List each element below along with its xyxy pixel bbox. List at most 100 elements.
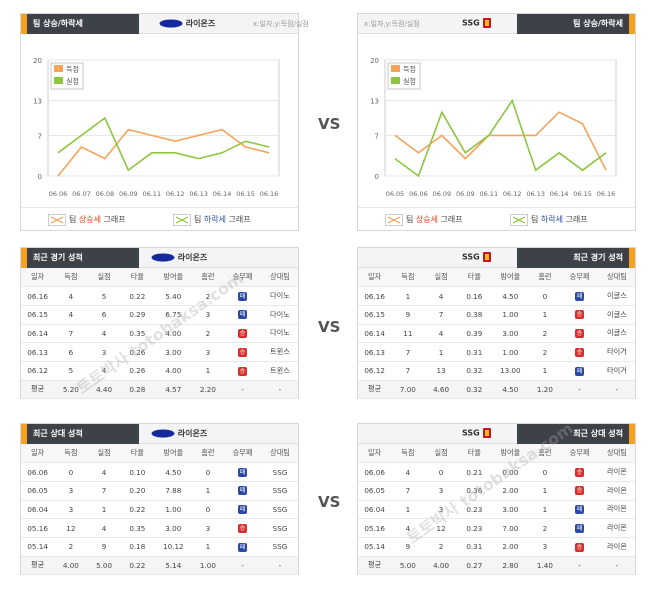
table-cell: 0 bbox=[192, 462, 224, 482]
series-line-allowed bbox=[394, 98, 607, 178]
series-line-allowed bbox=[57, 116, 270, 172]
table-cell: 13 bbox=[424, 361, 458, 381]
table-header-row: 일자 득점 실점 타율 방어율 홈런 승무패 상대팀 bbox=[358, 268, 635, 288]
up-graph-icon bbox=[48, 213, 66, 226]
column-header: 일자 bbox=[358, 444, 392, 464]
table-cell: 4 bbox=[87, 518, 121, 538]
recent-panel-right: SSG 최근 경기 성적 일자 득점 실점 타율 방어율 홈런 승무패 상대팀 06.16 1 4 0… bbox=[357, 247, 636, 400]
ssg-logo-icon bbox=[482, 252, 491, 262]
table-cell: 06.16 bbox=[21, 286, 55, 306]
table-cell: 0 bbox=[529, 286, 561, 306]
chart-legend-bar: 팀 상승세 그래프 팀 하락세 그래프 bbox=[21, 207, 298, 231]
table-cell: 트윈스 bbox=[261, 342, 298, 362]
table-cell: 패 bbox=[223, 305, 262, 325]
win-badge: 승 bbox=[575, 329, 585, 339]
up-graph-icon bbox=[385, 213, 403, 226]
column-header: 실점 bbox=[87, 444, 121, 464]
table-cell: 패 bbox=[560, 286, 599, 306]
column-header: 타율 bbox=[120, 444, 154, 464]
table-cell: 승 bbox=[560, 481, 599, 501]
table-cell: 패 bbox=[223, 481, 262, 501]
legend-down-graph[interactable]: 팀 하락세 그래프 bbox=[173, 213, 251, 227]
legend-swatch bbox=[391, 77, 400, 84]
table-cell: 1 bbox=[192, 537, 224, 557]
y-tick-label: 20 bbox=[33, 57, 42, 65]
vs-label: VS bbox=[318, 115, 341, 133]
table-cell: 패 bbox=[223, 537, 262, 557]
team-label: 라이온즈 bbox=[185, 19, 216, 28]
win-badge: 승 bbox=[575, 467, 585, 477]
table-cell: 3 bbox=[192, 342, 224, 362]
table-row: 06.04 3 1 0.22 1.00 0 패 SSG bbox=[21, 500, 298, 520]
table-cell: 0.31 bbox=[457, 342, 491, 362]
trend-panel-left: 팀 상승/하락세 라이온즈 x:일자,y:득점/실점 20 13 7 0 06.06 06… bbox=[20, 13, 309, 231]
h2h-panel-left: 최근 상대 성적 라이온즈 일자 득점 실점 타율 방어율 홈런 승무패 상대팀 06.06 0 4… bbox=[20, 423, 299, 576]
column-header: 일자 bbox=[21, 444, 55, 464]
table-header-row: 일자 득점 실점 타율 방어율 홈런 승무패 상대팀 bbox=[21, 268, 298, 288]
legend-up-graph[interactable]: 팀 상승세 그래프 bbox=[48, 213, 126, 227]
table-cell: 7.00 bbox=[490, 518, 530, 538]
table-cell: 평균 bbox=[21, 556, 55, 576]
table-cell: 1 bbox=[529, 500, 561, 520]
table-cell: 이글스 bbox=[598, 305, 635, 325]
table-cell: 0 bbox=[192, 500, 224, 520]
table-cell: 4.40 bbox=[87, 380, 121, 400]
table-cell: 1 bbox=[529, 361, 561, 381]
legend-box bbox=[50, 62, 84, 90]
table-cell: 3 bbox=[54, 500, 88, 520]
table-cell: 4.50 bbox=[490, 380, 530, 400]
x-tick-label: 06.11 bbox=[479, 190, 498, 198]
table-row: 06.04 1 3 0.23 3.00 1 패 라이온 bbox=[358, 500, 635, 520]
table-cell: 4.00 bbox=[153, 361, 193, 381]
column-header: 타율 bbox=[457, 444, 491, 464]
table-row: 06.12 5 4 0.26 4.00 1 승 트윈스 bbox=[21, 361, 298, 381]
loss-badge: 패 bbox=[238, 310, 248, 320]
column-header: 득점 bbox=[54, 268, 88, 288]
samsung-logo-icon bbox=[159, 19, 183, 28]
table-cell: 4 bbox=[54, 305, 88, 325]
table-cell: 06.04 bbox=[358, 500, 392, 520]
table-cell: 1.00 bbox=[192, 556, 224, 576]
table-cell: 0.18 bbox=[120, 537, 154, 557]
loss-badge: 패 bbox=[238, 505, 248, 515]
table-cell: 1.00 bbox=[153, 500, 193, 520]
legend-swatch bbox=[391, 65, 400, 72]
table-cell: 1.20 bbox=[529, 380, 561, 400]
x-tick-label: 06.07 bbox=[72, 190, 91, 198]
table-cell: 0.22 bbox=[120, 556, 154, 576]
table-cell: 패 bbox=[560, 361, 599, 381]
average-row: 평균 5.00 4.00 0.27 2.80 1.40- - bbox=[358, 556, 635, 576]
team-name-right: SSG bbox=[462, 18, 491, 28]
legend-up-graph[interactable]: 팀 상승세 그래프 bbox=[385, 213, 463, 227]
table-cell: SSG bbox=[261, 481, 298, 501]
table-cell: 7.88 bbox=[153, 481, 193, 501]
table-cell: 0.38 bbox=[457, 305, 491, 325]
panel-header: 팀 상승/하락세 라이온즈 x:일자,y:득점/실점 bbox=[21, 14, 309, 34]
column-header: 일자 bbox=[21, 268, 55, 288]
legend-label: 득점 bbox=[66, 66, 79, 74]
table-cell: 4 bbox=[87, 324, 121, 344]
legend-swatch bbox=[54, 65, 63, 72]
table-cell: 6 bbox=[54, 342, 88, 362]
table-cell: 9 bbox=[87, 537, 121, 557]
average-row: 평균 4.00 5.00 0.22 5.14 1.00- - bbox=[21, 556, 298, 576]
table-cell: 7 bbox=[391, 481, 425, 501]
average-row: 평균 5.20 4.40 0.28 4.57 2.20- - bbox=[21, 380, 298, 400]
table-cell: 13.00 bbox=[490, 361, 530, 381]
table-cell: 05.16 bbox=[21, 518, 55, 538]
column-header: 타율 bbox=[120, 268, 154, 288]
table-cell: 0.26 bbox=[120, 342, 154, 362]
legend-down-graph[interactable]: 팀 하락세 그래프 bbox=[510, 213, 588, 227]
trend-panel-right: x:일자,y:득점/실점 SSG 팀 상승/하락세 20 13 7 0 06.05 06.… bbox=[357, 13, 636, 231]
table-cell: 06.05 bbox=[358, 481, 392, 501]
average-row: 평균 7.00 4.60 0.32 4.50 1.20- - bbox=[358, 380, 635, 400]
table-cell: 2 bbox=[424, 537, 458, 557]
table-cell: 1 bbox=[192, 361, 224, 381]
loss-badge: 패 bbox=[575, 291, 585, 301]
win-badge: 승 bbox=[238, 347, 248, 357]
table-cell: SSG bbox=[261, 462, 298, 482]
column-header: 상대팀 bbox=[598, 444, 635, 464]
x-tick-label: 06.12 bbox=[503, 190, 522, 198]
table-cell: 5.14 bbox=[153, 556, 193, 576]
table-cell: 05.14 bbox=[358, 537, 392, 557]
